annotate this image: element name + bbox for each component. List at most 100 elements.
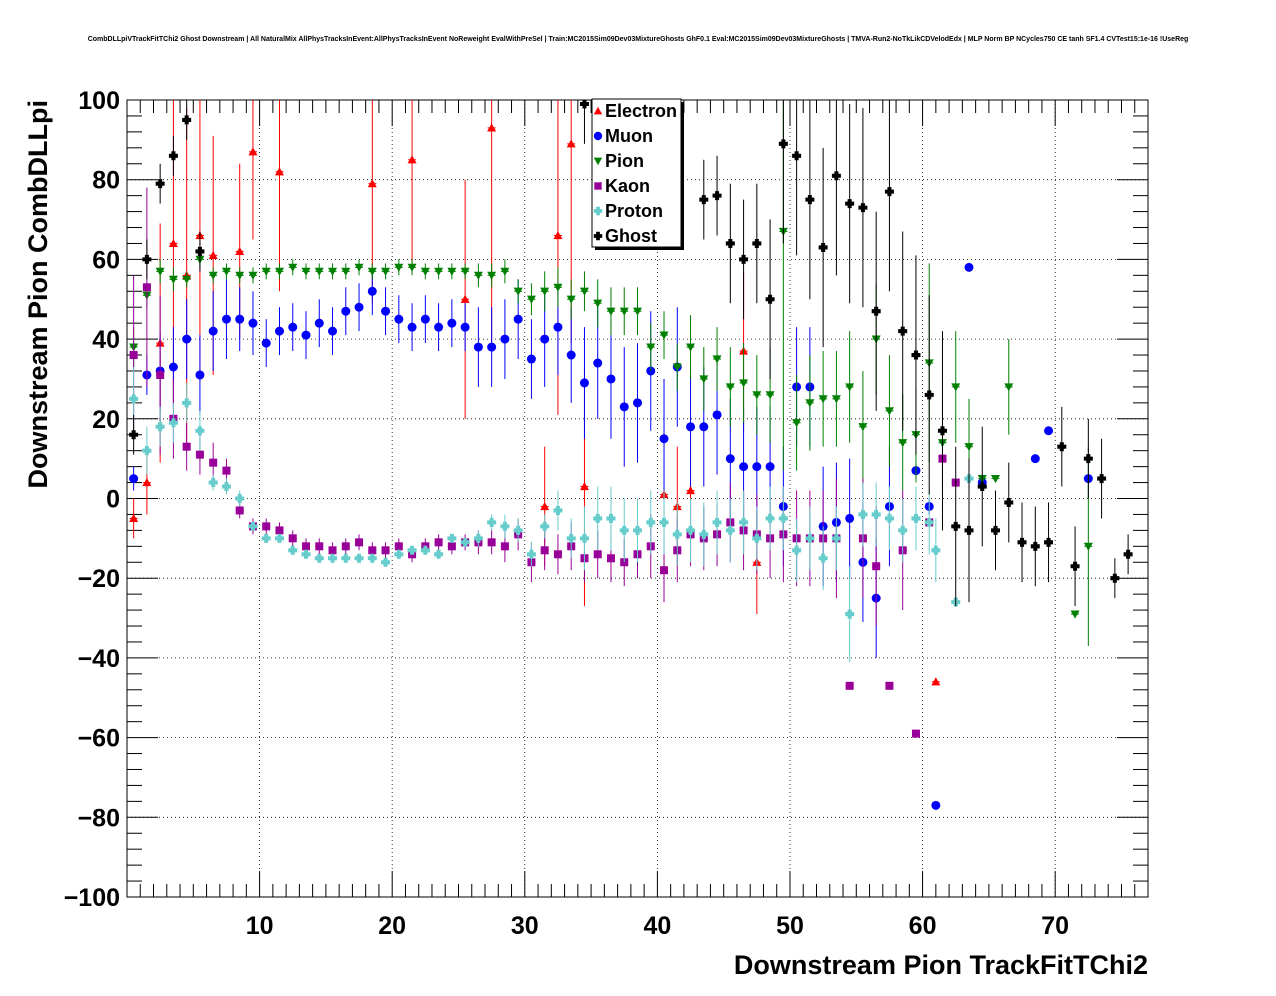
data-point [553, 322, 563, 332]
data-point [328, 267, 338, 276]
data-point [924, 517, 934, 527]
data-point [792, 545, 802, 555]
data-point [686, 525, 696, 535]
data-point [579, 482, 589, 491]
data-point [274, 326, 284, 336]
data-point [884, 407, 894, 416]
data-point [871, 509, 881, 519]
data-point [752, 391, 762, 400]
data-point [1123, 549, 1133, 559]
data-point [314, 318, 324, 328]
data-point [447, 318, 457, 328]
data-point [367, 267, 377, 276]
data-point [752, 462, 762, 472]
data-point [752, 533, 762, 543]
data-point [473, 533, 483, 543]
data-point [261, 338, 271, 348]
data-point [593, 513, 603, 523]
data-point [526, 295, 536, 304]
y-tick-label: 40 [92, 326, 120, 354]
data-point [778, 139, 788, 149]
x-tick-label: 10 [246, 912, 274, 940]
data-point [407, 545, 417, 555]
data-point [315, 542, 324, 551]
data-point [712, 410, 722, 420]
data-point [447, 542, 456, 551]
data-point [1083, 454, 1093, 464]
data-point [633, 525, 642, 535]
data-point [646, 343, 656, 352]
data-point [818, 242, 828, 252]
data-point [911, 729, 920, 738]
series-pion [129, 100, 1093, 646]
data-point [367, 553, 377, 563]
legend-box [591, 98, 682, 248]
y-axis-label: Downstream Pion CombDLLpi [23, 100, 53, 489]
x-tick-label: 40 [643, 912, 671, 940]
data-point [898, 326, 908, 336]
data-point [420, 314, 430, 324]
data-point [354, 302, 364, 312]
data-point [712, 191, 722, 201]
data-point [248, 318, 258, 328]
data-point [129, 394, 139, 404]
data-point [831, 171, 841, 181]
data-point [964, 443, 974, 452]
data-point [845, 383, 855, 392]
data-point [818, 553, 828, 563]
data-point [725, 454, 735, 464]
y-tick-label: −80 [78, 804, 120, 832]
data-point [155, 422, 165, 432]
data-point [977, 482, 987, 492]
data-point [182, 115, 192, 125]
data-point [248, 271, 258, 280]
data-point [235, 506, 244, 515]
data-point [566, 295, 576, 304]
data-point [646, 517, 656, 527]
data-point [274, 167, 284, 176]
data-point [407, 263, 417, 272]
data-point [434, 322, 444, 332]
series-electron [129, 100, 941, 686]
data-point [686, 422, 696, 432]
data-point [314, 267, 324, 276]
data-point [765, 462, 775, 472]
data-point [937, 426, 947, 436]
data-point [884, 513, 894, 523]
series-proton [129, 366, 974, 662]
data-point [209, 458, 218, 467]
data-point [540, 287, 550, 296]
data-point [513, 314, 523, 324]
data-point [367, 179, 377, 188]
y-tick-label: −60 [78, 725, 120, 753]
data-point [235, 246, 245, 256]
data-point [991, 474, 1001, 484]
data-point [924, 390, 934, 400]
data-point [579, 99, 589, 109]
data-point [1110, 573, 1120, 583]
x-tick-label: 70 [1041, 912, 1069, 940]
data-point [355, 538, 364, 547]
data-point [871, 306, 881, 316]
data-point [142, 254, 152, 264]
data-point [553, 283, 563, 292]
data-point [420, 545, 430, 555]
data-point [831, 533, 841, 543]
data-point [195, 370, 205, 380]
x-tick-label: 20 [378, 912, 406, 940]
data-point [248, 147, 258, 156]
y-tick-label: −20 [78, 565, 120, 593]
data-point [341, 553, 351, 563]
data-point [672, 363, 682, 372]
data-point [367, 286, 377, 296]
data-point [1070, 610, 1080, 619]
x-tick-label: 60 [909, 912, 937, 940]
data-point [765, 391, 775, 400]
data-point [553, 505, 563, 515]
data-point [898, 525, 908, 535]
data-point [354, 553, 364, 563]
data-point [593, 550, 602, 559]
legend-marker-muon [593, 131, 603, 141]
data-point [288, 545, 298, 555]
y-tick-label: 0 [106, 486, 120, 514]
